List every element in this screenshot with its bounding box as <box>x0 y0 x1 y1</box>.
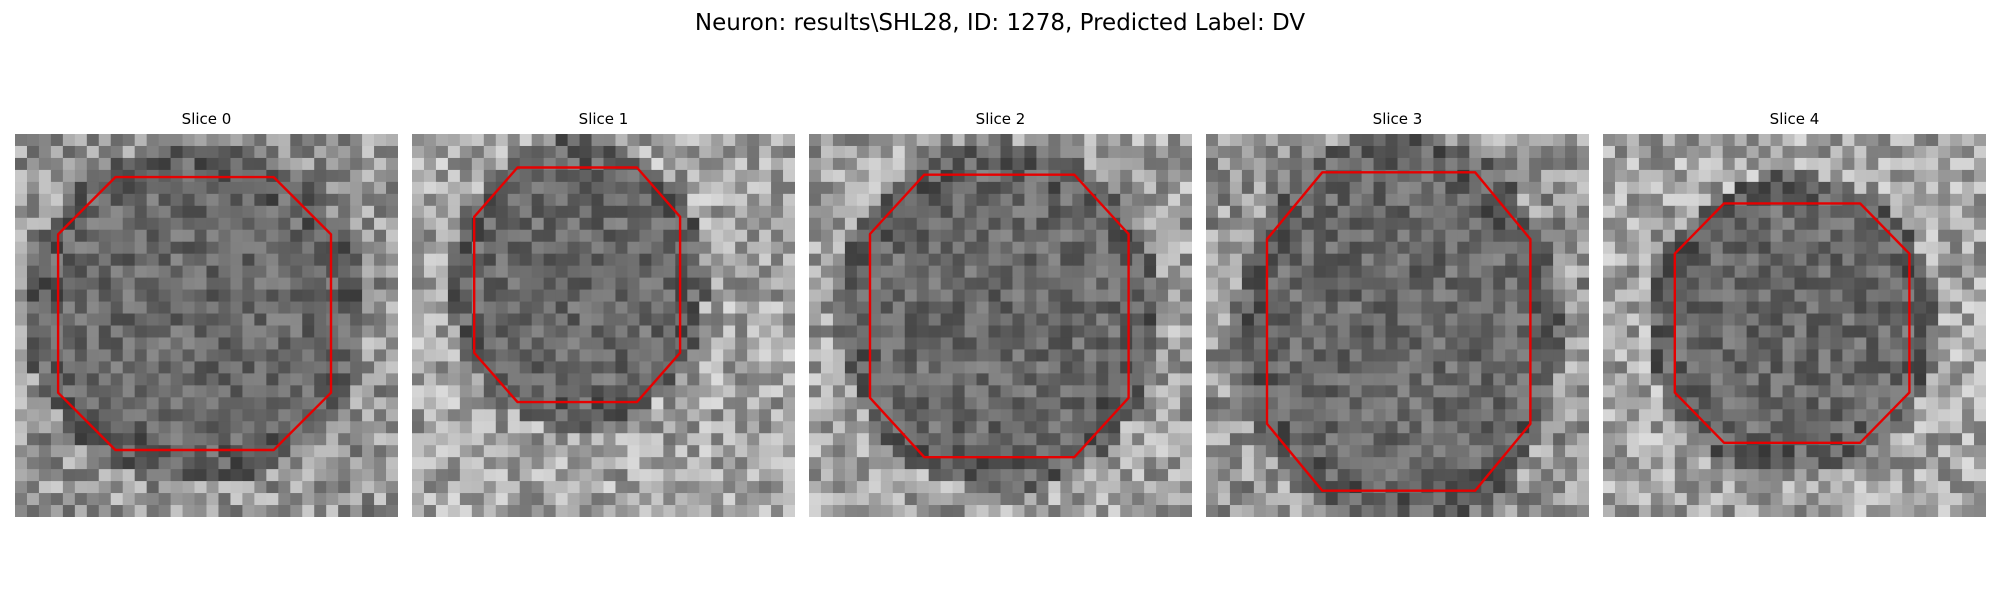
micrograph-slice-image <box>1603 134 1986 517</box>
slice-panel-4: Slice 4 <box>1603 108 1986 518</box>
cell-contour <box>473 166 682 404</box>
pixel-texture <box>1603 134 1986 517</box>
cell-contour <box>1265 171 1532 492</box>
cell-contour <box>1673 202 1911 444</box>
pixel-texture <box>1206 134 1589 517</box>
pixel-texture <box>809 134 1192 517</box>
slice-title: Slice 3 <box>1372 110 1423 128</box>
micrograph-slice-image <box>412 134 795 517</box>
pixel-texture <box>15 134 398 517</box>
micrograph-slice-image <box>1206 134 1589 517</box>
slice-panel-1: Slice 1 <box>412 108 795 518</box>
figure-title: Neuron: results\SHL28, ID: 1278, Predict… <box>694 10 1306 36</box>
slice-image-frame <box>1603 134 1986 517</box>
slice-panel-2: Slice 2 <box>809 108 1192 518</box>
slice-image-frame <box>412 134 795 517</box>
slice-title: Slice 1 <box>578 110 629 128</box>
slice-image-frame <box>809 134 1192 517</box>
slice-title: Slice 2 <box>975 110 1026 128</box>
slice-title: Slice 4 <box>1769 110 1820 128</box>
slice-image-frame <box>15 134 398 517</box>
cell-contour <box>56 175 333 452</box>
slice-panel-3: Slice 3 <box>1206 108 1589 518</box>
micrograph-slice-image <box>15 134 398 517</box>
pixel-texture <box>412 134 795 517</box>
slice-image-frame <box>1206 134 1589 517</box>
slice-panel-0: Slice 0 <box>15 108 398 518</box>
slice-title: Slice 0 <box>181 110 232 128</box>
cell-contour <box>868 173 1130 459</box>
micrograph-slice-image <box>809 134 1192 517</box>
